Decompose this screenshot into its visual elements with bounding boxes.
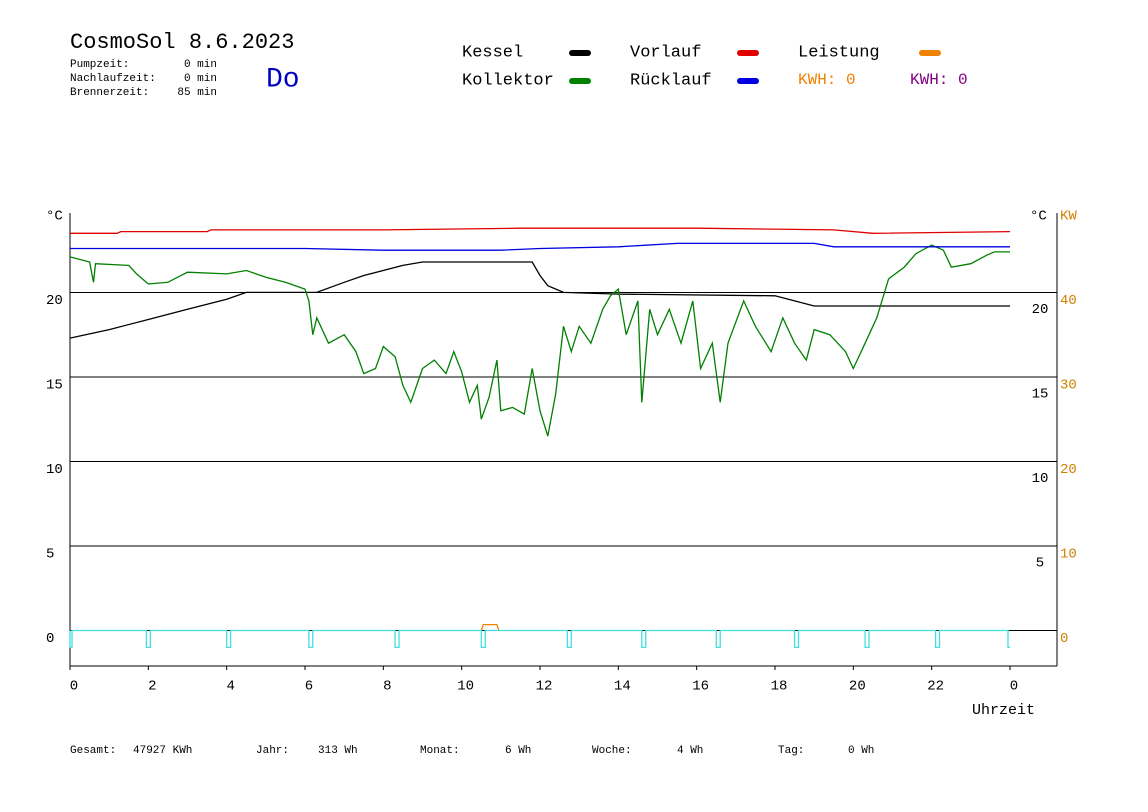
series-line: [480, 623, 500, 631]
x-tick-label: 6: [305, 679, 313, 695]
y-tick-label-inner: 10: [1032, 471, 1049, 487]
x-axis-label: Uhrzeit: [972, 702, 1035, 719]
footer-value: 313 Wh: [318, 745, 358, 757]
info-label: Nachlaufzeit:: [70, 73, 156, 85]
kwh-purple: KWH: 0: [910, 71, 968, 89]
x-tick-label: 18: [771, 679, 788, 695]
y-tick-label: 20: [46, 293, 63, 309]
y2-tick-label: 40: [1060, 293, 1077, 309]
x-tick-label: 2: [148, 679, 156, 695]
x-tick-label: 22: [927, 679, 944, 695]
x-tick-label: 10: [457, 679, 474, 695]
y2-axis-label: KW: [1060, 209, 1077, 225]
y-tick-label: 0: [46, 631, 54, 647]
title: CosmoSol 8.6.2023: [70, 30, 294, 55]
series-line: [69, 629, 1010, 649]
y2-tick-label: 0: [1060, 631, 1068, 647]
x-tick-label: 20: [849, 679, 866, 695]
info-label: Pumpzeit:: [70, 59, 129, 71]
footer-value: 6 Wh: [505, 745, 531, 757]
footer-label: Woche:: [592, 745, 632, 757]
x-tick-label: 4: [226, 679, 234, 695]
series-line: [69, 261, 1010, 339]
info-value: 85 min: [177, 87, 217, 99]
x-tick-label: 14: [614, 679, 631, 695]
footer-label: Monat:: [420, 745, 460, 757]
footer-label: Jahr:: [256, 745, 289, 757]
x-tick-label: 12: [536, 679, 553, 695]
y-tick-label-inner: 20: [1032, 302, 1049, 318]
footer-label: Tag:: [778, 745, 804, 757]
y-axis-label: °C: [46, 209, 63, 225]
y-tick-label: 15: [46, 378, 63, 394]
series-line: [70, 227, 1011, 234]
y-tick-label-inner: 5: [1036, 556, 1044, 572]
day: Do: [266, 64, 300, 95]
info-value: 0 min: [184, 59, 217, 71]
y2-axis-label-left: °C: [1030, 209, 1047, 225]
x-tick-label: 16: [692, 679, 709, 695]
info-value: 0 min: [184, 73, 217, 85]
footer-value: 4 Wh: [677, 745, 703, 757]
legend-label: Rücklauf: [630, 71, 712, 90]
y2-tick-label: 10: [1060, 547, 1077, 563]
series-line: [69, 244, 1010, 437]
x-tick-label: 0: [1010, 679, 1018, 695]
footer-value: 47927 KWh: [133, 745, 192, 757]
kwh-orange: KWH: 0: [798, 71, 856, 89]
x-tick-label: 0: [70, 679, 78, 695]
footer-label: Gesamt:: [70, 745, 116, 757]
legend-label: Leistung: [798, 43, 880, 62]
y-tick-label: 10: [46, 462, 63, 478]
y-tick-label: 5: [46, 547, 54, 563]
y2-tick-label: 20: [1060, 462, 1077, 478]
y2-tick-label: 30: [1060, 378, 1077, 394]
series-line: [70, 242, 1010, 251]
legend-label: Vorlauf: [630, 43, 701, 62]
legend-label: Kollektor: [462, 71, 554, 90]
x-tick-label: 8: [383, 679, 391, 695]
footer-value: 0 Wh: [848, 745, 874, 757]
info-label: Brennerzeit:: [70, 87, 149, 99]
y-tick-label-inner: 15: [1032, 387, 1049, 403]
legend-label: Kessel: [462, 43, 523, 62]
